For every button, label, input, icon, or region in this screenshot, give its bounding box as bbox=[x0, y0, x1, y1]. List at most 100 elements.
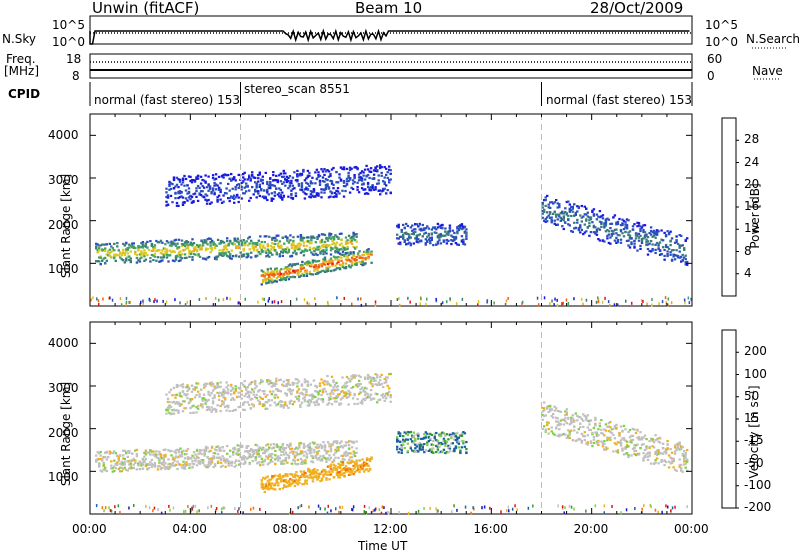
velocity-echo-cell bbox=[245, 446, 248, 449]
power-echo-cell bbox=[660, 238, 663, 241]
power-echo-cell bbox=[335, 181, 338, 184]
velocity-echo-cell bbox=[615, 423, 618, 426]
velocity-echo-cell bbox=[202, 383, 206, 386]
velocity-echo-cell bbox=[159, 466, 163, 469]
power-echo-cell bbox=[604, 222, 608, 225]
power-echo-cell bbox=[178, 196, 182, 199]
velocity-echo-cell bbox=[272, 390, 275, 393]
velocity-echo-cell bbox=[299, 462, 303, 465]
velocity-ground-scatter bbox=[388, 511, 390, 515]
power-echo-cell bbox=[646, 253, 650, 256]
power-echo-cell bbox=[402, 223, 405, 226]
power-echo-cell bbox=[303, 179, 307, 182]
velocity-echo-cell bbox=[296, 397, 299, 400]
power-echo-cell bbox=[221, 249, 224, 253]
power-echo-cell bbox=[281, 236, 284, 239]
velocity-echo-cell bbox=[135, 455, 139, 458]
power-echo-cell bbox=[553, 201, 556, 204]
velocity-echo-cell bbox=[129, 462, 132, 465]
velocity-echo-cell bbox=[325, 460, 328, 463]
power-ground-scatter bbox=[642, 300, 644, 303]
velocity-echo-cell bbox=[334, 468, 337, 471]
velocity-ground-scatter bbox=[464, 505, 467, 509]
power-echo-cell bbox=[155, 239, 158, 243]
velocity-echo-cell bbox=[277, 455, 280, 458]
power-echo-cell bbox=[186, 240, 190, 244]
power-echo-cell bbox=[292, 251, 295, 254]
power-echo-cell bbox=[313, 264, 316, 267]
velocity-echo-cell bbox=[442, 437, 446, 440]
power-echo-cell bbox=[237, 183, 240, 186]
velocity-echo-cell bbox=[304, 462, 307, 465]
velocity-ground-scatter bbox=[665, 504, 667, 508]
velocity-echo-cell bbox=[303, 398, 307, 402]
velocity-echo-cell bbox=[275, 443, 278, 446]
power-echo-cell bbox=[338, 252, 342, 255]
power-echo-cell bbox=[269, 271, 272, 274]
power-echo-cell bbox=[589, 216, 593, 219]
velocity-echo-cell bbox=[231, 397, 234, 400]
velocity-echo-cell bbox=[274, 482, 277, 485]
velocity-echo-cell bbox=[570, 429, 573, 432]
velocity-echo-cell bbox=[600, 432, 603, 435]
power-echo-cell bbox=[561, 218, 564, 221]
velocity-echo-cell bbox=[211, 408, 215, 411]
power-echo-cell bbox=[360, 179, 364, 182]
power-echo-cell bbox=[225, 192, 228, 195]
velocity-echo-cell bbox=[227, 406, 230, 409]
power-ground-scatter bbox=[688, 301, 691, 305]
power-echo-cell bbox=[459, 224, 462, 227]
power-echo-cell bbox=[326, 179, 329, 182]
velocity-echo-cell bbox=[322, 441, 325, 444]
power-echo-cell bbox=[600, 222, 603, 226]
power-echo-cell bbox=[429, 242, 432, 245]
velocity-echo-cell bbox=[99, 454, 102, 457]
power-echo-cell bbox=[325, 236, 328, 239]
power-echo-cell bbox=[254, 176, 257, 179]
power-echo-cell bbox=[238, 255, 241, 258]
velocity-echo-cell bbox=[305, 479, 309, 482]
power-echo-cell bbox=[308, 184, 311, 188]
power-echo-cell bbox=[414, 237, 417, 240]
power-echo-cell bbox=[216, 255, 220, 258]
velocity-echo-cell bbox=[217, 398, 221, 401]
velocity-echo-cell bbox=[451, 432, 455, 435]
power-echo-cell bbox=[218, 252, 221, 255]
power-echo-cell bbox=[175, 176, 179, 179]
velocity-echo-cell bbox=[457, 446, 461, 449]
power-echo-cell bbox=[234, 179, 237, 182]
velocity-ground-scatter bbox=[351, 508, 354, 512]
power-echo-cell bbox=[567, 200, 570, 203]
velocity-echo-cell bbox=[175, 409, 179, 412]
velocity-echo-cell bbox=[338, 403, 341, 406]
velocity-echo-cell bbox=[190, 390, 194, 393]
power-echo-cell bbox=[448, 230, 452, 233]
velocity-echo-cell bbox=[430, 451, 433, 454]
velocity-echo-cell bbox=[181, 400, 185, 403]
power-echo-cell bbox=[286, 268, 289, 271]
velocity-echo-cell bbox=[168, 407, 171, 410]
power-echo-cell bbox=[334, 234, 337, 237]
power-echo-cell bbox=[448, 224, 452, 227]
power-ground-scatter bbox=[351, 302, 353, 306]
power-echo-cell bbox=[281, 182, 284, 185]
velocity-echo-cell bbox=[568, 433, 571, 436]
velocity-echo-cell bbox=[543, 414, 546, 418]
power-echo-cell bbox=[580, 216, 583, 219]
velocity-echo-cell bbox=[320, 445, 324, 448]
velocity-ground-scatter bbox=[104, 506, 107, 510]
velocity-echo-cell bbox=[372, 378, 376, 381]
velocity-echo-cell bbox=[281, 487, 284, 490]
power-echo-cell bbox=[597, 215, 600, 218]
velocity-echo-cell bbox=[402, 435, 405, 438]
power-echo-cell bbox=[331, 243, 334, 246]
power-echo-cell bbox=[161, 256, 164, 259]
power-echo-cell bbox=[365, 249, 369, 252]
velocity-echo-cell bbox=[559, 434, 562, 437]
velocity-echo-cell bbox=[319, 480, 322, 483]
power-echo-cell bbox=[544, 199, 547, 202]
velocity-echo-cell bbox=[263, 490, 266, 494]
velocity-echo-cell bbox=[308, 442, 312, 445]
power-echo-cell bbox=[256, 254, 259, 257]
power-ground-scatter bbox=[261, 297, 264, 301]
